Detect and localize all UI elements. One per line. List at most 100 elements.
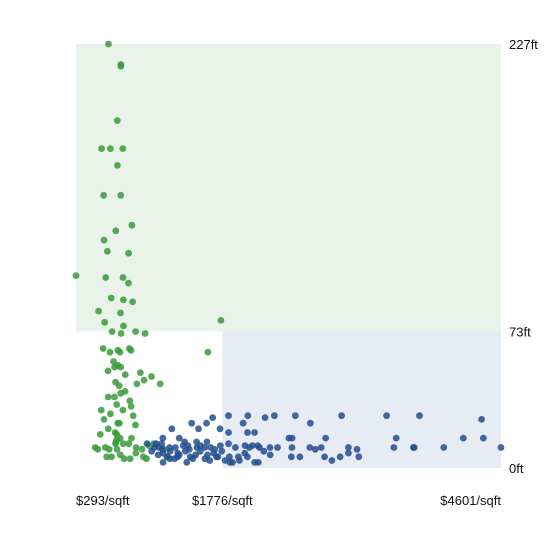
- data-point-s0-58: [107, 410, 114, 418]
- data-point-s1-18: [244, 429, 251, 436]
- data-point-s1-108: [229, 459, 237, 466]
- data-point-s1-100: [185, 445, 193, 453]
- data-point-s1-83: [236, 457, 243, 464]
- data-point-s1-27: [175, 434, 183, 442]
- data-point-s0-20: [120, 296, 127, 304]
- data-point-s0-14: [125, 249, 132, 257]
- data-point-s0-15: [102, 274, 110, 281]
- data-point-s0-11: [112, 227, 120, 235]
- region-1: [222, 331, 501, 468]
- data-point-s1-37: [266, 444, 274, 451]
- data-point-s0-40: [117, 363, 125, 371]
- data-point-s0-5: [119, 145, 127, 153]
- data-point-s0-33: [127, 346, 135, 354]
- data-point-s0-62: [100, 416, 108, 423]
- data-point-s0-82: [132, 444, 140, 451]
- data-point-s1-109: [244, 453, 251, 461]
- data-point-s0-51: [148, 373, 155, 380]
- data-point-s0-45: [133, 380, 141, 388]
- data-point-s1-53: [172, 444, 179, 451]
- data-point-s1-89: [328, 457, 336, 464]
- data-point-s0-23: [129, 298, 137, 306]
- data-point-s0-7: [114, 162, 121, 169]
- data-point-s1-26: [159, 434, 167, 442]
- data-point-s0-75: [119, 440, 127, 448]
- data-point-s0-44: [104, 367, 112, 375]
- data-point-s1-76: [152, 440, 160, 448]
- data-point-s0-6: [107, 145, 114, 153]
- data-point-s0-3: [113, 117, 121, 124]
- data-point-s1-6: [307, 419, 314, 427]
- data-point-s1-103: [201, 455, 209, 463]
- data-point-s1-69: [321, 453, 328, 461]
- data-point-s1-94: [148, 447, 156, 455]
- data-point-s0-12: [100, 236, 108, 244]
- region-0: [76, 44, 501, 332]
- data-point-s0-80: [105, 445, 113, 453]
- data-point-s0-92: [112, 440, 119, 448]
- data-point-s1-104: [207, 444, 215, 451]
- data-point-s1-91: [345, 449, 352, 457]
- data-point-s1-47: [440, 444, 448, 451]
- data-point-s1-12: [416, 412, 423, 420]
- x-tick-label-0: $293/sqft: [76, 493, 130, 508]
- data-point-s0-64: [129, 412, 137, 420]
- data-point-s0-25: [217, 317, 225, 324]
- data-point-s0-34: [99, 345, 107, 352]
- data-point-s0-18: [72, 272, 80, 279]
- data-point-s1-8: [203, 419, 210, 427]
- data-point-s1-15: [195, 425, 202, 433]
- data-point-s0-4: [98, 145, 105, 153]
- data-point-s1-2: [271, 412, 278, 420]
- data-point-s1-33: [232, 444, 239, 451]
- data-point-s1-63: [196, 447, 204, 455]
- data-point-s1-43: [353, 445, 361, 453]
- data-point-s1-16: [216, 425, 224, 433]
- data-point-s1-21: [288, 434, 296, 442]
- data-point-s0-22: [95, 307, 102, 315]
- data-point-s1-44: [390, 444, 398, 451]
- data-point-s1-0: [225, 412, 232, 420]
- y-tick-label-2: 0ft: [509, 461, 524, 476]
- data-point-s0-0: [105, 40, 112, 48]
- data-point-s0-29: [141, 330, 149, 337]
- data-point-s0-43: [110, 358, 117, 365]
- data-point-s1-19: [251, 429, 258, 436]
- data-point-s1-38: [274, 444, 281, 451]
- data-point-s0-36: [204, 348, 212, 356]
- data-point-s0-9: [117, 191, 125, 199]
- data-point-s1-84: [251, 459, 258, 466]
- data-point-s0-48: [156, 380, 164, 388]
- data-point-s1-3: [239, 419, 247, 427]
- data-point-s0-68: [104, 425, 112, 433]
- data-point-s0-8: [100, 191, 107, 199]
- data-point-s0-90: [132, 449, 140, 457]
- x-tick-label-2: $4601/sqft: [440, 493, 501, 508]
- data-point-s0-39: [111, 363, 118, 371]
- data-point-s0-47: [140, 376, 148, 384]
- data-point-s0-87: [120, 455, 128, 463]
- y-tick-label-0: 227ft: [509, 37, 538, 52]
- data-point-s0-60: [127, 403, 135, 410]
- data-point-s1-110: [256, 444, 263, 451]
- data-point-s0-2: [117, 63, 125, 70]
- data-point-s0-57: [97, 406, 105, 414]
- data-point-s1-48: [497, 444, 505, 451]
- shaded-regions: [76, 44, 501, 468]
- data-point-s0-85: [126, 455, 134, 463]
- data-point-s1-23: [459, 434, 467, 442]
- data-point-s1-70: [159, 459, 167, 466]
- axis-ticks: 227ft 73ft 0ft $293/sqft $1776/sqft $4601/sqf…: [76, 37, 538, 508]
- data-point-s1-87: [296, 453, 304, 461]
- data-point-s1-95: [154, 451, 162, 459]
- data-point-s0-67: [96, 431, 104, 438]
- data-point-s0-13: [104, 247, 111, 255]
- data-point-s1-98: [171, 455, 179, 463]
- data-point-s1-86: [266, 451, 274, 459]
- data-point-s0-89: [103, 453, 111, 461]
- data-point-s1-10: [338, 412, 345, 420]
- data-point-s0-17: [125, 279, 132, 287]
- data-point-s0-24: [101, 318, 109, 326]
- data-point-s1-90: [336, 453, 344, 461]
